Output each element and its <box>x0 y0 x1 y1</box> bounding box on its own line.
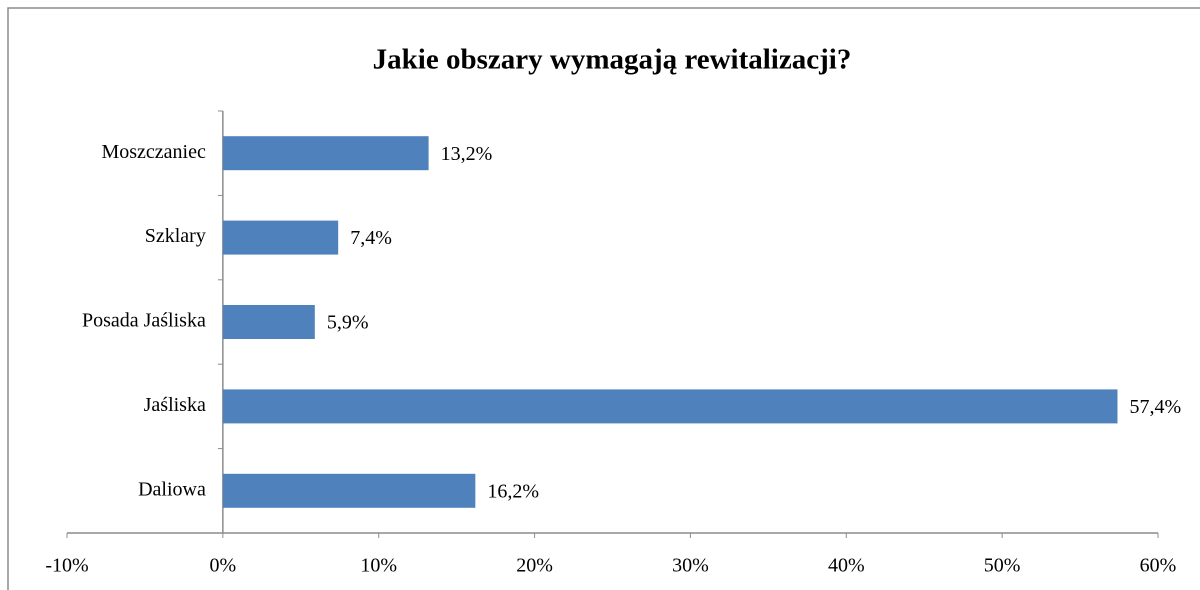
value-label: 7,4% <box>350 227 392 249</box>
value-label: 13,2% <box>441 143 493 165</box>
bar <box>222 220 339 255</box>
y-tick-label: Jaśliska <box>144 394 206 416</box>
x-tick-label: 0% <box>210 555 237 577</box>
y-tick-label: Moszczaniec <box>101 141 206 163</box>
y-tick-label: Posada Jaśliska <box>82 310 206 332</box>
value-label: 16,2% <box>487 480 539 502</box>
bar <box>222 389 1118 424</box>
value-label: 5,9% <box>327 312 369 334</box>
x-tick-label: 10% <box>360 555 397 577</box>
x-tick-label: 50% <box>984 555 1021 577</box>
chart-frame <box>7 7 1200 590</box>
bar <box>222 473 476 508</box>
chart-title: Jakie obszary wymagają rewitalizacji? <box>373 44 852 76</box>
bar <box>222 136 429 171</box>
x-tick-label: 40% <box>828 555 865 577</box>
y-tick-label: Szklary <box>145 225 206 247</box>
x-tick-label: 30% <box>672 555 709 577</box>
y-tick-label: Daliowa <box>138 478 206 500</box>
bar <box>222 305 315 339</box>
value-label: 57,4% <box>1129 396 1181 418</box>
x-tick-label: 60% <box>1140 555 1177 577</box>
x-tick-label: 20% <box>516 555 553 577</box>
x-tick-label: -10% <box>45 555 88 577</box>
